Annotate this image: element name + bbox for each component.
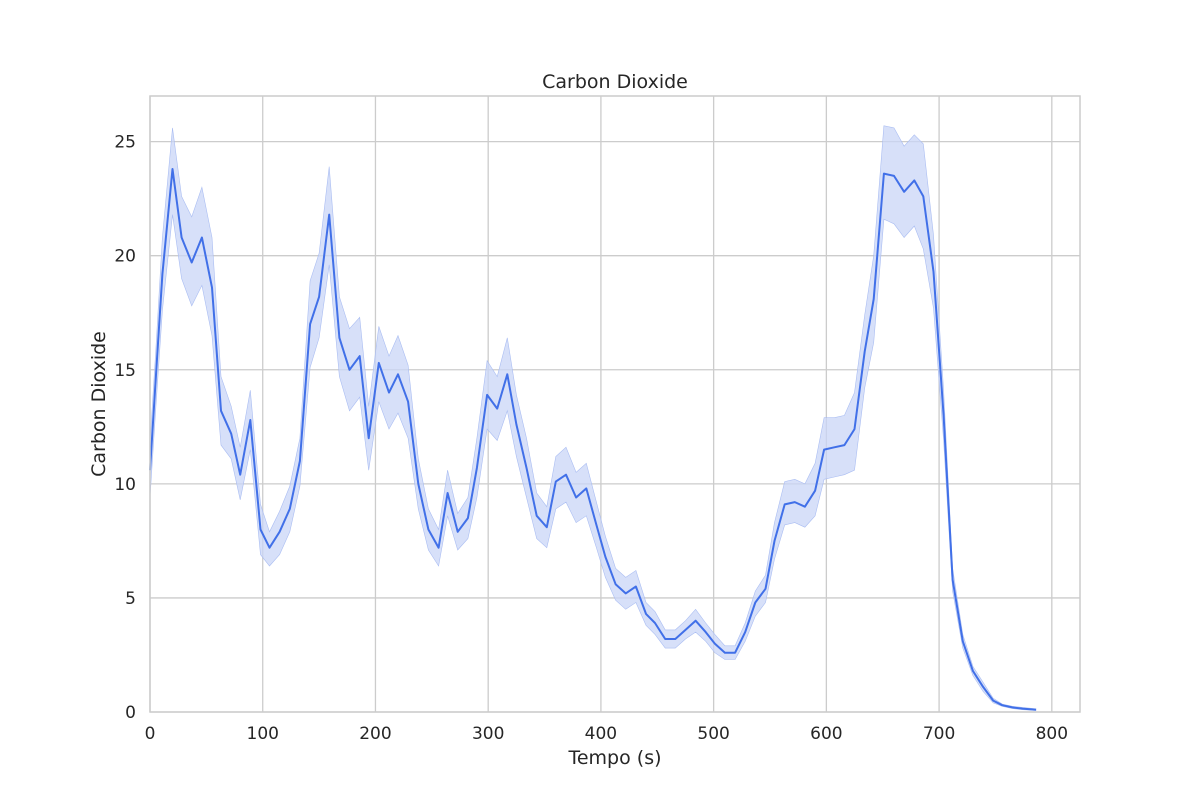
x-axis-title: Tempo (s) <box>567 747 661 769</box>
chart-title: Carbon Dioxide <box>542 71 688 93</box>
x-tick-label: 500 <box>697 724 729 744</box>
y-tick-label: 0 <box>125 703 136 723</box>
x-tick-label: 400 <box>585 724 617 744</box>
y-tick-label: 20 <box>114 247 136 267</box>
x-tick-label: 0 <box>145 724 156 744</box>
x-tick-labels: 0 100 200 300 400 500 600 700 800 <box>145 724 1068 744</box>
y-tick-label: 10 <box>114 475 136 495</box>
x-tick-label: 200 <box>359 724 391 744</box>
x-tick-label: 100 <box>247 724 279 744</box>
y-axis-title: Carbon Dioxide <box>88 331 110 477</box>
x-tick-label: 800 <box>1036 724 1068 744</box>
y-tick-labels: 0 5 10 15 20 25 <box>114 133 136 723</box>
y-tick-label: 25 <box>114 133 136 153</box>
y-tick-label: 5 <box>125 589 136 609</box>
x-tick-label: 300 <box>472 724 504 744</box>
plot-frame <box>149 95 1081 713</box>
series-line-layer <box>149 168 1037 711</box>
x-tick-label: 600 <box>810 724 842 744</box>
x-tick-label: 700 <box>923 724 955 744</box>
y-tick-label: 15 <box>114 361 136 381</box>
confidence-band-layer <box>149 125 1037 711</box>
confidence-band <box>149 125 1037 711</box>
series-line <box>149 168 1037 711</box>
